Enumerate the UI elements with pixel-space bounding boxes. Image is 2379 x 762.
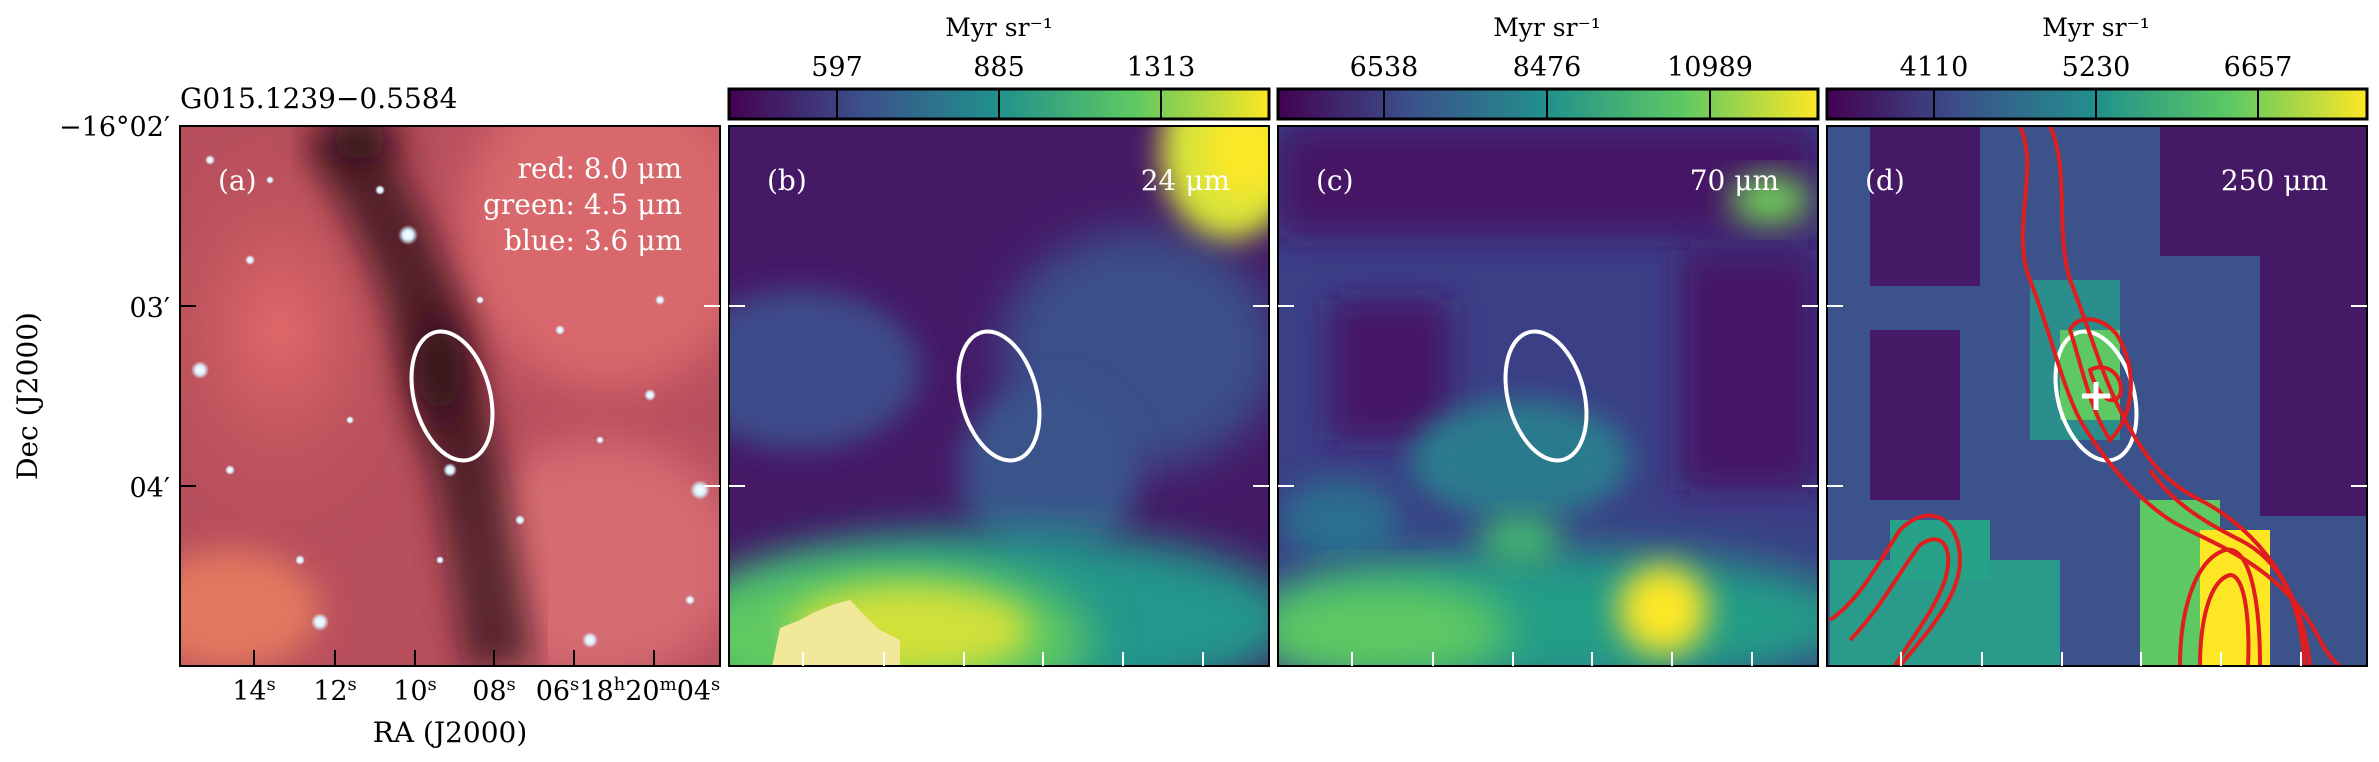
- dec-tick-label-03: 03′: [130, 293, 171, 324]
- ra-unit-s-6: s: [711, 674, 720, 695]
- colorbar-d: [1825, 87, 2369, 121]
- colorbar-tick-b-2: 885: [973, 52, 1025, 83]
- colorbar-unit-d: Myr sr⁻¹: [2042, 13, 2150, 42]
- ra-tick-labels: 14s 12s 10s 08s 06s18h20m04s: [232, 674, 720, 707]
- ra-tick-14: 14: [232, 676, 266, 707]
- beam-ellipse-a: [409, 329, 495, 463]
- svg-text:08s: 08s: [472, 674, 516, 707]
- ra-tick-06: 06: [536, 676, 570, 707]
- colorbar-tick-d-3: 6657: [2224, 52, 2293, 83]
- ra-tick-10: 10: [393, 676, 427, 707]
- colorbar-tick-d-2: 5230: [2062, 52, 2131, 83]
- colorbar-c: [1276, 87, 1820, 121]
- legend-green: green: 4.5 μm: [483, 188, 682, 221]
- panel-c: [1278, 126, 1818, 666]
- colorbar-unit-b: Myr sr⁻¹: [945, 13, 1053, 42]
- ra-tick-18: 18: [579, 676, 613, 707]
- source-name: G015.1239−0.5584: [180, 82, 457, 115]
- panel-a: [180, 126, 720, 666]
- colorbar-unit-c: Myr sr⁻¹: [1493, 13, 1601, 42]
- ra-unit-s-5: s: [570, 674, 579, 695]
- colorbar-tick-c-3: 10989: [1667, 52, 1753, 83]
- ra-tick-20: 20: [625, 676, 659, 707]
- panel-letter-b: (b): [767, 164, 807, 197]
- ra-unit-s-3: s: [428, 674, 437, 695]
- svg-text:12s: 12s: [313, 674, 357, 707]
- ra-unit-h: h: [614, 674, 626, 695]
- colorbar-tick-b-3: 1313: [1127, 52, 1196, 83]
- svg-text:14s: 14s: [232, 674, 276, 707]
- tick-marks: [180, 305, 2367, 666]
- x-axis-label: RA (J2000): [373, 716, 528, 749]
- panel-letter-d: (d): [1865, 164, 1905, 197]
- plus-marker: [2082, 382, 2110, 410]
- ra-tick-04: 04: [677, 676, 711, 707]
- ra-unit-s-2: s: [348, 674, 357, 695]
- panel-d: [1827, 126, 2367, 666]
- beam-ellipse-b: [956, 329, 1042, 463]
- panel-band-c: 70 μm: [1690, 164, 1779, 197]
- colorbar-tick-b-1: 597: [811, 52, 863, 83]
- panel-band-b: 24 μm: [1141, 164, 1230, 197]
- svg-text:06s18h20m04s: 06s18h20m04s: [536, 674, 721, 707]
- colorbar-b: [727, 87, 1271, 121]
- beam-ellipse-c: [1503, 329, 1589, 463]
- star-field: [191, 155, 710, 648]
- ra-tick-08: 08: [472, 676, 506, 707]
- legend-blue: blue: 3.6 μm: [504, 224, 682, 257]
- ra-tick-12: 12: [313, 676, 347, 707]
- contours: [1828, 126, 2342, 666]
- panel-band-d: 250 μm: [2221, 164, 2328, 197]
- y-axis-label: Dec (J2000): [11, 312, 44, 480]
- panel-b: [729, 126, 1269, 666]
- legend-red: red: 8.0 μm: [518, 152, 682, 185]
- ra-unit-s-4: s: [507, 674, 516, 695]
- colorbar-tick-c-1: 6538: [1350, 52, 1419, 83]
- panel-letter-c: (c): [1316, 164, 1354, 197]
- ra-unit-s-1: s: [267, 674, 276, 695]
- panel-letter-a: (a): [218, 164, 257, 197]
- colorbar-tick-d-1: 4110: [1900, 52, 1969, 83]
- colorbar-tick-c-2: 8476: [1513, 52, 1582, 83]
- dec-tick-label-04: 04′: [130, 473, 171, 504]
- ra-unit-m: m: [660, 674, 677, 695]
- dec-tick-label-02: −16°02′: [59, 112, 170, 143]
- svg-text:10s: 10s: [393, 674, 437, 707]
